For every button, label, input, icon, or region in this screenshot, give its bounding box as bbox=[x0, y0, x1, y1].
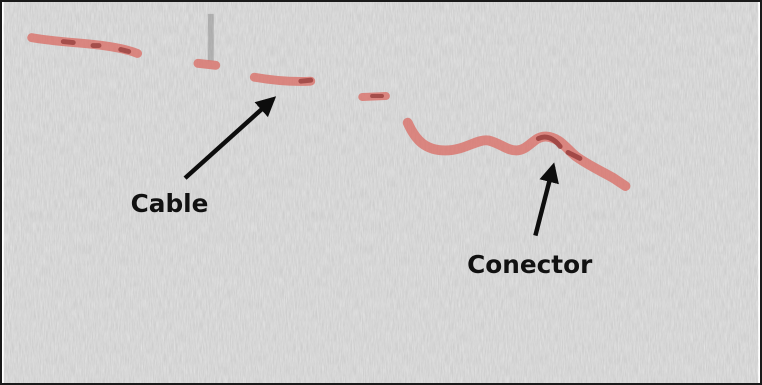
cable-arrow bbox=[183, 96, 277, 180]
annotation-arrows bbox=[183, 96, 559, 237]
cable-label: Cable bbox=[131, 189, 209, 218]
connector-arrow bbox=[533, 162, 559, 237]
scan-streak bbox=[207, 13, 214, 62]
connector-label: Conector bbox=[467, 250, 593, 279]
cable-trace bbox=[27, 33, 631, 192]
scan-speckle bbox=[3, 2, 759, 383]
